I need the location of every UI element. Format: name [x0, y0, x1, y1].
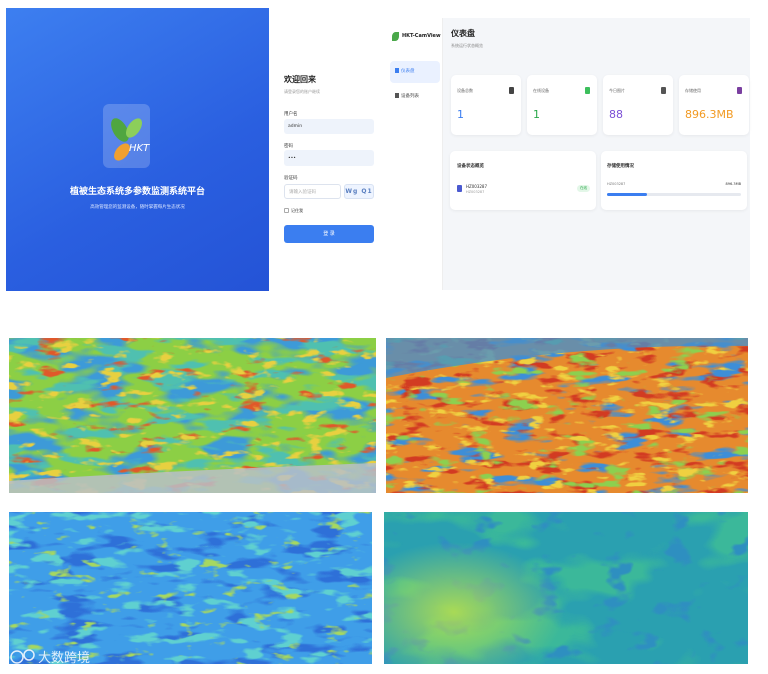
progress-bar	[607, 193, 647, 196]
menu-item[interactable]: 仪表盘	[401, 69, 415, 74]
stat-icon	[661, 87, 666, 94]
captcha-input[interactable]: 请输入验证码	[284, 184, 341, 199]
heatmap-image	[384, 512, 748, 664]
captcha-image[interactable]: Wg Q1	[344, 184, 374, 199]
form-subheading: 请登录您的账户继续	[284, 89, 320, 94]
stat-label: 存储使用	[685, 88, 701, 93]
stat-label: 今日图片	[609, 88, 625, 93]
login-button[interactable]: 登 录	[284, 225, 374, 243]
menu-item-active[interactable]	[390, 61, 440, 83]
hero-title: 植被生态系统多参数监测系统平台	[69, 187, 205, 197]
stat-card: 在线设备 1	[527, 75, 597, 135]
dashboard-subtitle: 系统运行状态概览	[451, 43, 483, 48]
sidebar-logo-icon	[392, 32, 399, 41]
logo-icon: HKT	[111, 118, 150, 161]
device-icon	[457, 185, 462, 192]
progress-track	[607, 193, 741, 196]
dashboard-main: 仪表盘 系统运行状态概览 设备总数 1 在线设备 1 今日图片 88 存储使用 896…	[443, 18, 750, 290]
dashboard-title: 仪表盘	[451, 29, 475, 38]
device-panel: 设备状态概览 HZ003287 HZ003287 在线	[450, 151, 596, 210]
stat-card: 设备总数 1	[451, 75, 521, 135]
heatmap-image	[9, 338, 376, 493]
device-name: HZ003287	[466, 184, 488, 189]
username-input[interactable]: admin	[284, 119, 374, 134]
form-heading: 欢迎回来	[284, 75, 316, 84]
stat-icon	[585, 87, 590, 94]
hero-subtitle: 高效管理您的监测设备，随时掌握每片生态状况	[90, 205, 185, 210]
logo-card: HKT	[103, 104, 150, 168]
remember-label: 记住我	[291, 208, 303, 213]
logo-text: HKT	[129, 143, 150, 154]
storage-device: HZ003287	[607, 182, 626, 186]
storage-panel: 存储使用情况 HZ003287 896.3MB	[601, 151, 747, 210]
panel-title: 设备状态概览	[457, 164, 484, 169]
username-label: 用户名	[284, 112, 298, 117]
heatmap-image	[9, 512, 372, 664]
watermark: 大数跨境	[10, 649, 90, 666]
menu-item[interactable]: 设备列表	[401, 94, 419, 99]
password-input[interactable]: •••	[284, 150, 374, 166]
menu-icon	[395, 93, 399, 98]
storage-used: 896.3MB	[725, 182, 741, 186]
remember-checkbox[interactable]	[284, 208, 289, 213]
watermark-text: 大数跨境	[38, 651, 90, 666]
stat-card: 存储使用 896.3MB	[679, 75, 749, 135]
password-label: 密码	[284, 144, 293, 149]
stat-label: 在线设备	[533, 88, 549, 93]
captcha-label: 验证码	[284, 176, 298, 181]
sidebar-logo: HKT-CamView	[402, 33, 441, 39]
stat-icon	[509, 87, 514, 94]
stat-value: 1	[457, 108, 464, 121]
stat-value: 1	[533, 108, 540, 121]
stat-label: 设备总数	[457, 88, 473, 93]
device-id: HZ003287	[466, 190, 485, 194]
stat-card: 今日图片 88	[603, 75, 673, 135]
login-form: 欢迎回来 请登录您的账户继续 用户名 admin 密码 ••• 验证码 请输入验…	[269, 8, 385, 291]
stat-value: 88	[609, 108, 623, 121]
menu-icon	[395, 68, 399, 73]
stat-value: 896.3MB	[685, 108, 734, 121]
login-hero: HKT 植被生态系统多参数监测系统平台 高效管理您的监测设备，随时掌握每片生态状…	[6, 8, 269, 291]
status-badge: 在线	[577, 185, 590, 192]
stat-icon	[737, 87, 742, 94]
heatmap-image	[386, 338, 748, 493]
sidebar: HKT-CamView 仪表盘 设备列表	[385, 18, 443, 290]
panel-title: 存储使用情况	[607, 164, 634, 169]
